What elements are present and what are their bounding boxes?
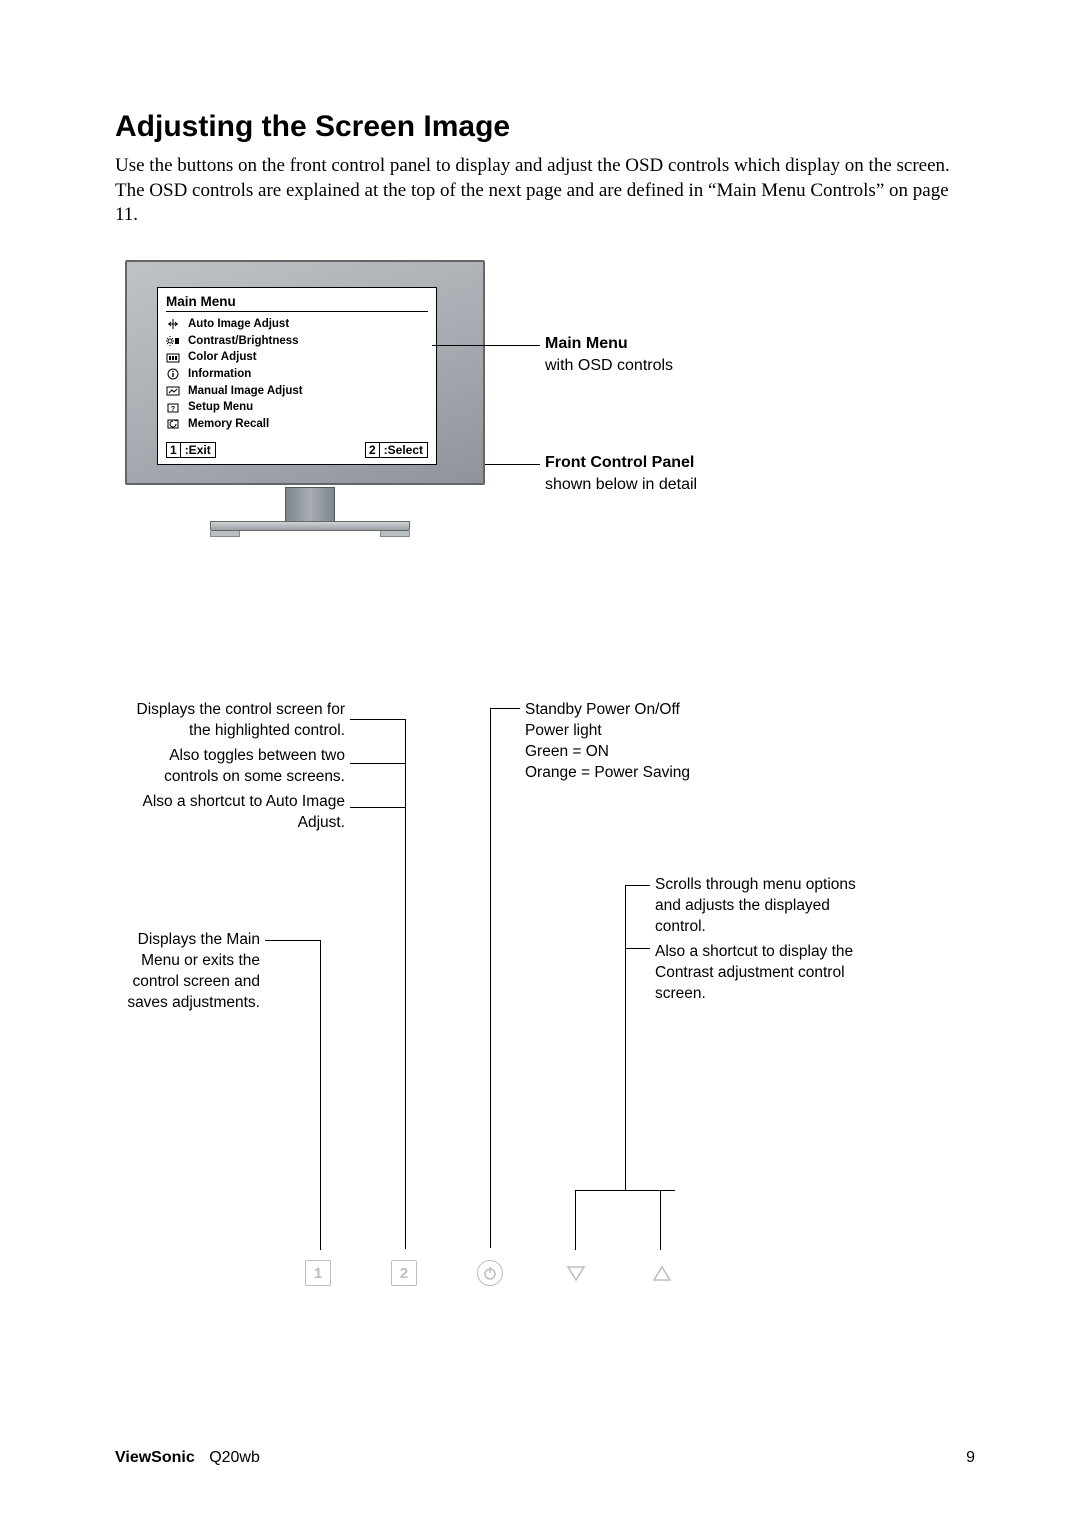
osd-item-label: Memory Recall bbox=[188, 416, 269, 433]
button-2[interactable]: 2 bbox=[391, 1260, 417, 1286]
monitor-screen: Main Menu Auto Image Adjust Contrast/Bri… bbox=[125, 260, 485, 485]
callout-power: Standby Power On/Off Power light Green =… bbox=[525, 700, 775, 784]
monitor-feet bbox=[210, 531, 410, 537]
diagram-area: Main Menu Auto Image Adjust Contrast/Bri… bbox=[115, 260, 975, 1310]
leader-line bbox=[490, 708, 520, 709]
leader-line bbox=[350, 763, 405, 764]
up-button[interactable] bbox=[649, 1260, 675, 1286]
select-key: 2:Select bbox=[365, 442, 428, 458]
leader-line bbox=[350, 807, 405, 808]
svg-text:?: ? bbox=[171, 406, 175, 413]
front-panel-buttons: 1 2 bbox=[305, 1260, 675, 1286]
leader-line bbox=[320, 940, 321, 1250]
leader-line bbox=[625, 885, 626, 1190]
osd-item-label: Information bbox=[188, 366, 251, 383]
osd-title: Main Menu bbox=[166, 294, 428, 312]
setup-icon: ? bbox=[166, 402, 180, 414]
monitor-stand-base bbox=[210, 521, 410, 531]
footer-brand: ViewSonic bbox=[115, 1449, 195, 1466]
down-button[interactable] bbox=[563, 1260, 589, 1286]
leader-line bbox=[432, 345, 540, 346]
footer-model: Q20wb bbox=[209, 1449, 260, 1466]
page-title: Adjusting the Screen Image bbox=[115, 110, 975, 144]
leader-line bbox=[575, 1190, 576, 1250]
info-icon bbox=[166, 368, 180, 380]
leader-line bbox=[490, 708, 491, 1248]
monitor-illustration: Main Menu Auto Image Adjust Contrast/Bri… bbox=[125, 260, 495, 550]
osd-item: Auto Image Adjust bbox=[166, 316, 428, 333]
page-number: 9 bbox=[966, 1449, 975, 1467]
leader-line bbox=[405, 719, 406, 1249]
osd-item: Manual Image Adjust bbox=[166, 383, 428, 400]
osd-item-label: Contrast/Brightness bbox=[188, 333, 299, 350]
osd-footer: 1:Exit 2:Select bbox=[166, 439, 428, 458]
leader-line bbox=[660, 1190, 661, 1250]
osd-item: Memory Recall bbox=[166, 416, 428, 433]
osd-item: Contrast/Brightness bbox=[166, 333, 428, 350]
leader-line bbox=[625, 885, 650, 886]
power-button[interactable] bbox=[477, 1260, 503, 1286]
manual-adjust-icon bbox=[166, 385, 180, 397]
brightness-icon bbox=[166, 335, 180, 347]
osd-item: Information bbox=[166, 366, 428, 383]
osd-item-label: Manual Image Adjust bbox=[188, 383, 303, 400]
exit-key: 1:Exit bbox=[166, 442, 216, 458]
callout-arrows: Scrolls through menu options and adjusts… bbox=[655, 875, 865, 1005]
leader-line bbox=[265, 940, 320, 941]
intro-text: Use the buttons on the front control pan… bbox=[115, 154, 975, 228]
auto-adjust-icon bbox=[166, 318, 180, 330]
front-panel-label: Front Control Panel shown below in detai… bbox=[545, 452, 697, 495]
callout-button2: Displays the control screen for the high… bbox=[115, 700, 345, 834]
osd-item: ? Setup Menu bbox=[166, 399, 428, 416]
memory-recall-icon bbox=[166, 418, 180, 430]
callout-button1: Displays the Main Menu or exits the cont… bbox=[115, 930, 260, 1014]
page-footer: ViewSonic Q20wb 9 bbox=[115, 1449, 975, 1467]
color-adjust-icon bbox=[166, 352, 180, 364]
osd-item: Color Adjust bbox=[166, 349, 428, 366]
osd-item-label: Setup Menu bbox=[188, 399, 253, 416]
monitor-stand-neck bbox=[285, 487, 335, 523]
osd-item-label: Color Adjust bbox=[188, 349, 257, 366]
button-1[interactable]: 1 bbox=[305, 1260, 331, 1286]
osd-item-label: Auto Image Adjust bbox=[188, 316, 289, 333]
leader-line bbox=[625, 948, 650, 949]
main-menu-label: Main Menu with OSD controls bbox=[545, 333, 673, 376]
osd-panel: Main Menu Auto Image Adjust Contrast/Bri… bbox=[157, 287, 437, 465]
leader-line bbox=[350, 719, 405, 720]
leader-line bbox=[485, 464, 540, 465]
